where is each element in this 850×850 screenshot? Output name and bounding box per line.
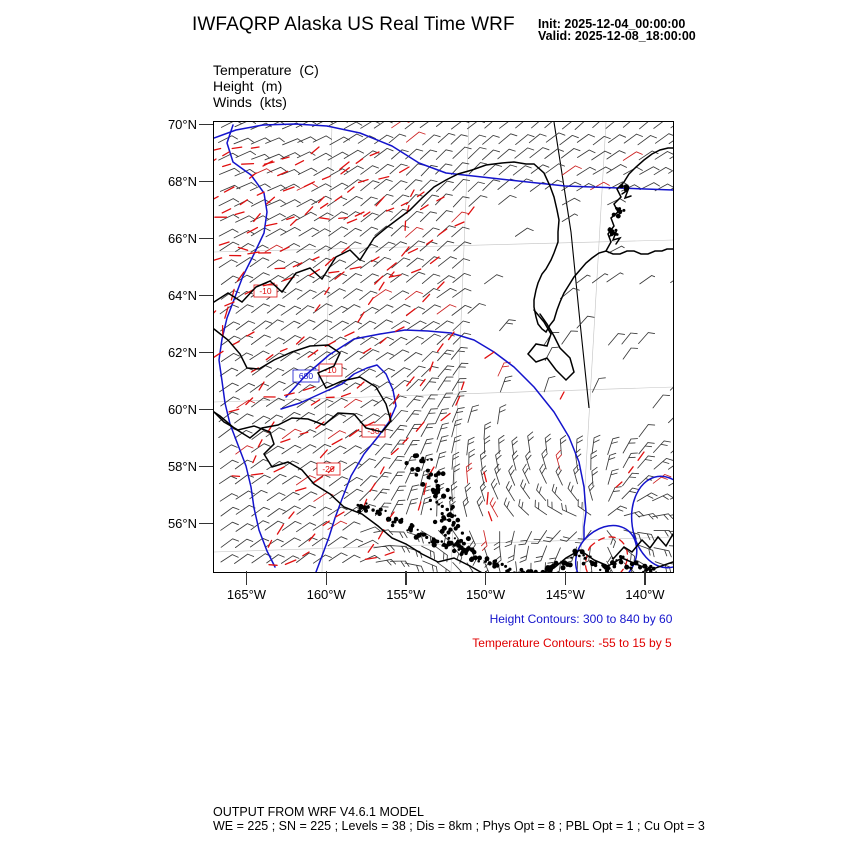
svg-text:-10: -10 — [259, 286, 272, 296]
